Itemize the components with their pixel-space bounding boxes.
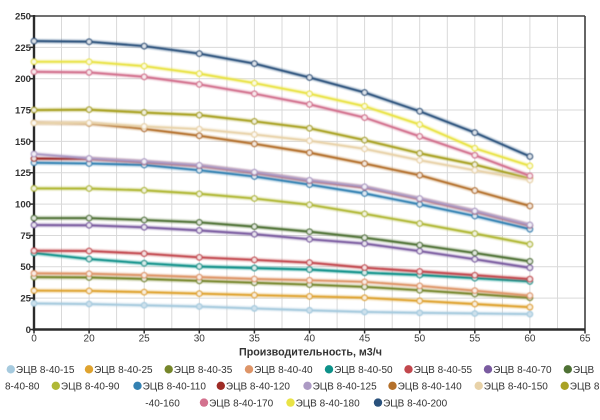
svg-text:ЭЦВ 8-40-25: ЭЦВ 8-40-25: [94, 365, 153, 376]
svg-text:30: 30: [194, 333, 206, 344]
svg-text:ЭЦВ 8-40-50: ЭЦВ 8-40-50: [334, 365, 393, 376]
svg-text:ЭЦВ 8-40-200: ЭЦВ 8-40-200: [383, 398, 448, 409]
svg-text:ЭЦВ 8-40-125: ЭЦВ 8-40-125: [313, 382, 378, 393]
svg-text:125: 125: [15, 168, 32, 179]
svg-text:150: 150: [15, 137, 31, 148]
svg-text:ЭЦВ 8-40-140: ЭЦВ 8-40-140: [398, 382, 463, 393]
svg-text:-40-160: -40-160: [145, 398, 180, 409]
svg-text:175: 175: [15, 106, 32, 117]
svg-text:60: 60: [524, 333, 536, 344]
svg-text:8-40-80: 8-40-80: [5, 382, 40, 393]
svg-text:100: 100: [15, 200, 31, 211]
svg-text:ЭЦВ 8-40-170: ЭЦВ 8-40-170: [209, 398, 274, 409]
svg-text:20: 20: [84, 333, 96, 344]
svg-text:ЭЦВ 8-40-35: ЭЦВ 8-40-35: [174, 365, 233, 376]
svg-text:200: 200: [15, 74, 31, 85]
svg-text:ЭЦВ 8: ЭЦВ 8: [570, 382, 600, 393]
svg-text:35: 35: [249, 333, 261, 344]
svg-text:ЭЦВ 8-40-120: ЭЦВ 8-40-120: [226, 382, 291, 393]
svg-text:45: 45: [359, 333, 371, 344]
svg-text:0: 0: [31, 333, 37, 344]
svg-text:ЭЦВ 8-40-15: ЭЦВ 8-40-15: [16, 365, 75, 376]
svg-text:75: 75: [20, 231, 31, 242]
svg-text:250: 250: [15, 11, 31, 22]
svg-text:ЭЦВ 8-40-150: ЭЦВ 8-40-150: [484, 382, 549, 393]
svg-text:55: 55: [469, 333, 481, 344]
svg-text:ЭЦВ 8-40-70: ЭЦВ 8-40-70: [493, 365, 552, 376]
svg-text:ЭЦВ 8-40-55: ЭЦВ 8-40-55: [414, 365, 473, 376]
svg-text:40: 40: [304, 333, 316, 344]
svg-text:225: 225: [15, 43, 32, 54]
svg-text:25: 25: [139, 333, 151, 344]
svg-text:ЭЦВ 8-40-180: ЭЦВ 8-40-180: [296, 398, 361, 409]
svg-text:ЭЦВ 8-40-40: ЭЦВ 8-40-40: [254, 365, 313, 376]
svg-text:0: 0: [26, 325, 31, 336]
svg-text:ЭЦВ: ЭЦВ: [573, 365, 595, 376]
svg-text:50: 50: [20, 262, 31, 273]
svg-text:ЭЦВ 8-40-110: ЭЦВ 8-40-110: [143, 382, 207, 393]
svg-text:Производительность, м3/ч: Производительность, м3/ч: [239, 346, 382, 358]
svg-text:25: 25: [20, 294, 31, 305]
svg-text:ЭЦВ 8-40-90: ЭЦВ 8-40-90: [61, 382, 120, 393]
svg-text:65: 65: [579, 333, 591, 344]
svg-text:50: 50: [414, 333, 426, 344]
